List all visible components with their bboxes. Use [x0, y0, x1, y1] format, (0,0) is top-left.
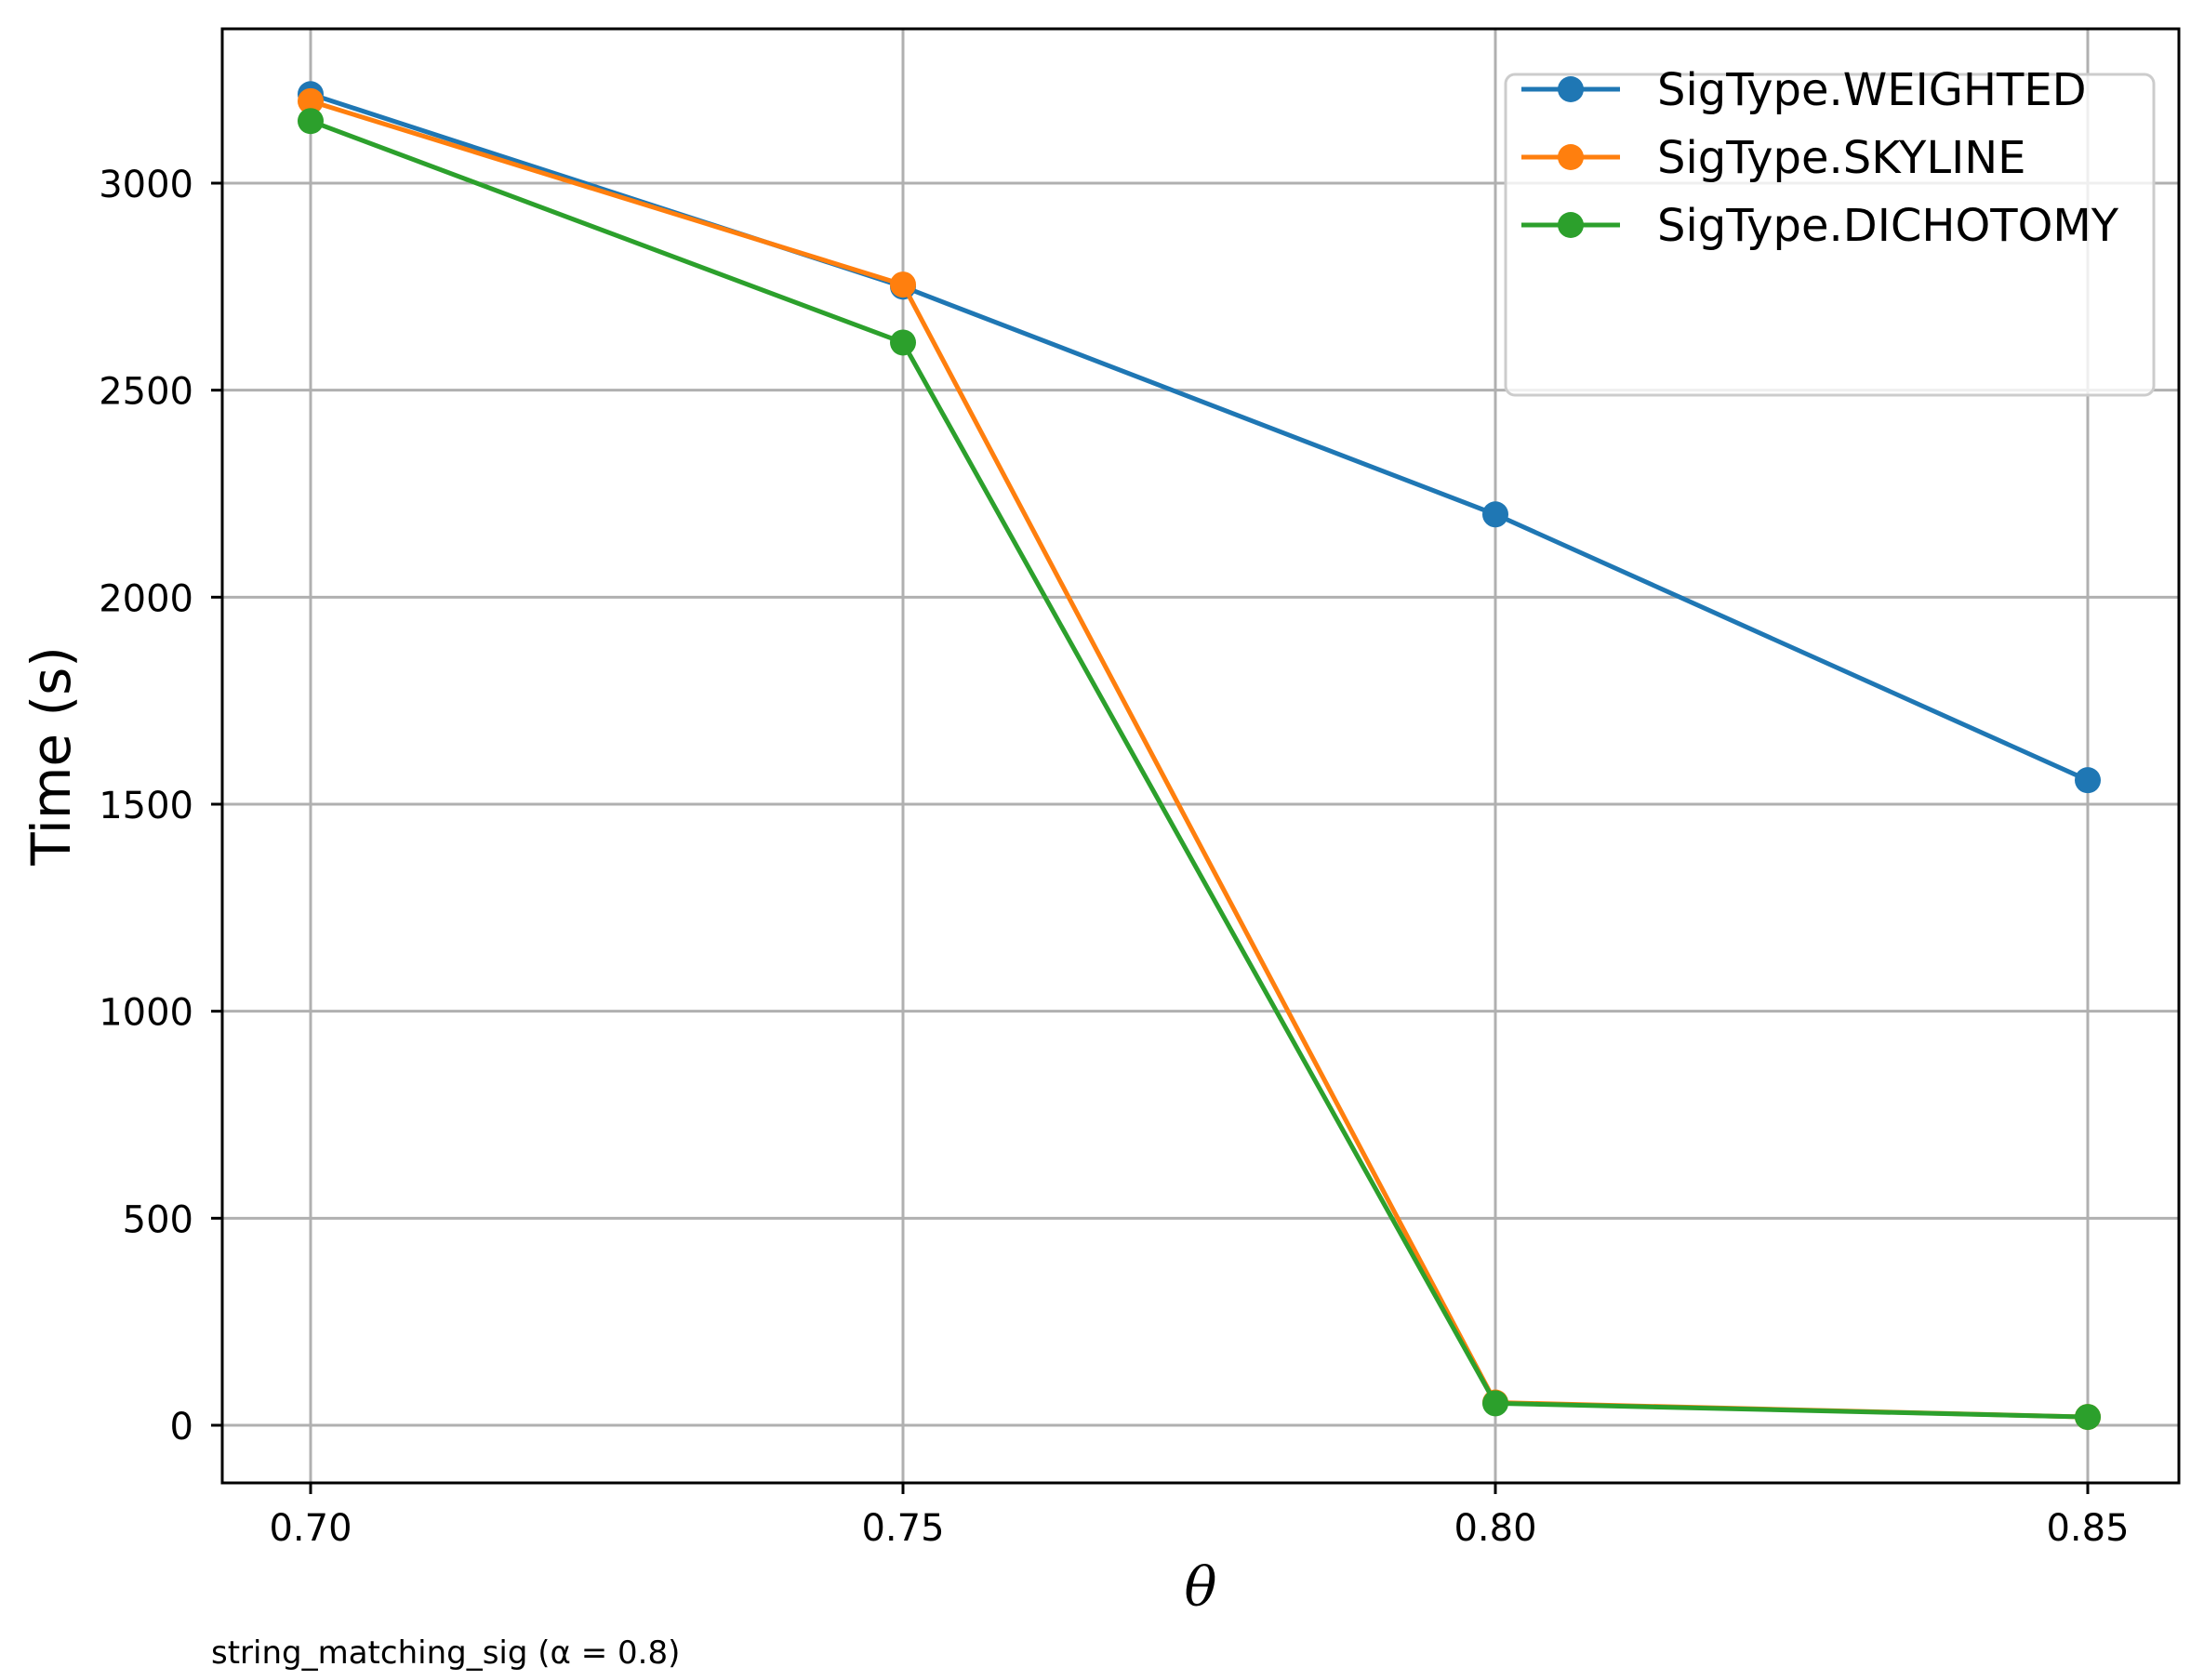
- y-tick-label: 1500: [99, 785, 193, 827]
- legend-label: SigType.DICHOTOMY: [1657, 200, 2119, 252]
- x-tick-label: 0.75: [861, 1507, 944, 1550]
- data-point-marker: [298, 108, 324, 135]
- data-point-marker: [2075, 767, 2101, 794]
- y-tick-label: 500: [123, 1198, 193, 1241]
- axes-frame: [220, 27, 2181, 1485]
- series-dichotomy: [298, 108, 2101, 1431]
- y-tick-label: 2500: [99, 371, 193, 414]
- legend: SigType.WEIGHTED SigType.SKYLINE SigType.D…: [1504, 64, 2156, 397]
- y-tick-label: 2000: [99, 577, 193, 620]
- y-axis-label: Time (s): [20, 646, 83, 866]
- data-series: [298, 81, 2101, 1431]
- x-tick-label: 0.80: [1454, 1507, 1536, 1550]
- caption-text: string_matching_sig (α = 0.8): [211, 1634, 680, 1672]
- legend-label: SigType.SKYLINE: [1657, 132, 2025, 184]
- data-point-marker: [2075, 1404, 2101, 1431]
- data-point-marker: [298, 87, 324, 114]
- data-point-marker: [1482, 501, 1508, 528]
- legend-marker-icon: [1558, 144, 1584, 170]
- data-point-marker: [890, 329, 916, 356]
- legend-marker-icon: [1558, 212, 1584, 238]
- x-axis-label: θ: [1185, 1555, 1217, 1619]
- y-tick-label: 3000: [99, 164, 193, 206]
- legend-box: [1504, 73, 2156, 397]
- y-tick-label: 0: [170, 1406, 193, 1449]
- legend-marker-icon: [1558, 76, 1584, 102]
- data-point-marker: [890, 271, 916, 298]
- legend-entry: SigType.WEIGHTED: [1521, 64, 2087, 116]
- legend-label: SigType.WEIGHTED: [1657, 64, 2087, 116]
- y-tick-label: 1000: [99, 992, 193, 1035]
- series-line: [310, 91, 2090, 783]
- legend-entry: SigType.DICHOTOMY: [1521, 200, 2119, 252]
- x-tick-label: 0.70: [269, 1507, 352, 1550]
- legend-entry: SigType.SKYLINE: [1521, 132, 2025, 184]
- series-line: [310, 118, 2089, 1420]
- data-point-marker: [1482, 1390, 1508, 1417]
- axis-ticks: 0.70 0.75 0.80 0.85 0 500 1000 1500 2000 2500 3000: [99, 164, 2129, 1550]
- x-tick-label: 0.85: [2046, 1507, 2129, 1550]
